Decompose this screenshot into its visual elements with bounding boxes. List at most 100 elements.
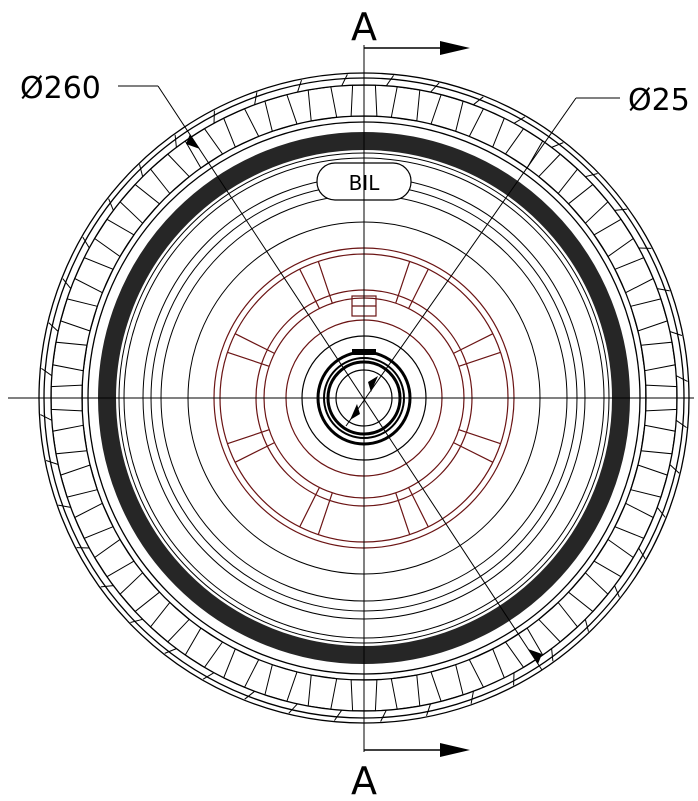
tread-groove — [62, 278, 72, 289]
tread-groove — [669, 464, 680, 474]
tread-groove — [202, 672, 215, 680]
tread-groove — [426, 703, 431, 717]
tread-groove — [130, 618, 143, 623]
tread-lug — [593, 538, 634, 578]
tread-groove — [675, 375, 688, 382]
hub-spoke-edge — [395, 261, 411, 304]
hub-spoke-edge — [234, 442, 275, 463]
hub-spoke-edge — [458, 429, 501, 445]
tread-lug — [504, 627, 544, 668]
hub-spoke-edge — [453, 333, 494, 354]
tread-lug — [184, 128, 224, 169]
tread-groove — [551, 142, 564, 148]
tread-groove — [48, 322, 59, 332]
tread-groove — [584, 619, 589, 632]
tread-groove — [513, 116, 526, 124]
tread-groove — [675, 419, 687, 429]
tread-lug — [223, 108, 260, 148]
tread-groove — [669, 331, 683, 336]
tread-groove — [297, 79, 302, 93]
tread-groove — [58, 504, 71, 508]
tread-groove — [139, 164, 144, 177]
tread-groove — [82, 236, 90, 249]
hub-spoke-edge — [234, 333, 275, 354]
tread-groove — [288, 703, 298, 714]
tread-groove — [244, 690, 255, 700]
tread-groove — [585, 173, 598, 178]
tread-lug — [567, 183, 609, 225]
tread-lug — [390, 86, 421, 122]
section-label-bottom: A — [351, 759, 377, 801]
tread-groove — [164, 648, 177, 654]
hub-spoke-edge — [408, 487, 429, 528]
tread-lug — [149, 153, 191, 195]
tread-groove — [41, 367, 53, 377]
hub-spokes — [227, 261, 501, 535]
tread-lug — [468, 648, 505, 688]
tread-groove — [657, 288, 670, 292]
tread-lug — [468, 108, 505, 148]
tread-groove — [333, 709, 343, 721]
tread-lug — [223, 648, 260, 688]
tread-lug — [614, 502, 654, 539]
hub-spoke-edge — [227, 429, 270, 445]
tread-lug — [184, 627, 224, 668]
tread-groove — [430, 82, 440, 93]
tread-groove — [614, 585, 620, 598]
tread-lug — [537, 601, 579, 643]
hub-spoke-edge — [299, 268, 320, 309]
tread-groove — [385, 75, 395, 87]
tread-lug — [52, 424, 88, 455]
tread-lug — [52, 341, 88, 372]
tread-lug — [537, 153, 579, 195]
outer-diameter-label: Ø260 — [20, 71, 101, 106]
section-label-top: A — [351, 5, 377, 49]
tread-lug — [430, 94, 464, 132]
section-marker-bottom — [364, 743, 470, 757]
tread-lug — [74, 257, 114, 294]
tread-lug — [630, 298, 668, 332]
tread-lug — [390, 674, 421, 710]
tread-groove — [100, 585, 114, 588]
tread-groove — [470, 691, 474, 704]
tread-groove — [656, 507, 666, 518]
tread-lug — [640, 424, 676, 455]
tread-lug — [119, 183, 161, 225]
tread-groove — [638, 547, 646, 560]
tread-lug — [630, 464, 668, 498]
tread-groove — [473, 96, 484, 106]
tread-lug — [119, 571, 161, 613]
tread-lug — [264, 664, 298, 702]
bore-diameter-label: Ø25 — [628, 83, 690, 118]
tread-lug — [60, 464, 98, 498]
hub-spoke-edge — [458, 351, 501, 367]
hub-spoke-edge — [395, 492, 411, 535]
outer-diameter-leader — [118, 85, 543, 671]
tread-lug — [640, 341, 676, 372]
tread-lug — [264, 94, 298, 132]
tread-groove — [108, 198, 114, 211]
tread-lug — [350, 84, 378, 117]
tread-groove — [174, 134, 177, 148]
tread-lug — [350, 679, 378, 712]
hub-spoke-edge — [453, 442, 494, 463]
section-marker-top — [364, 41, 470, 55]
tread-lug — [430, 664, 464, 702]
tread-lug — [94, 538, 135, 578]
tread-lug — [94, 218, 135, 258]
hub-spoke-edge — [299, 487, 320, 528]
tread-lug — [307, 674, 338, 710]
hub-spoke-edge — [317, 492, 333, 535]
hub-spoke-edge — [317, 261, 333, 304]
tread-lug — [60, 298, 98, 332]
hub-spoke-edge — [227, 351, 270, 367]
tread-lug — [50, 384, 83, 412]
bore-diameter-leader — [345, 97, 620, 427]
tread-groove — [341, 74, 348, 87]
tread-groove — [380, 709, 387, 722]
tread-lug — [149, 601, 191, 643]
tread-lugs — [40, 74, 688, 722]
tread-lug — [504, 128, 544, 169]
tread-groove — [254, 92, 258, 105]
